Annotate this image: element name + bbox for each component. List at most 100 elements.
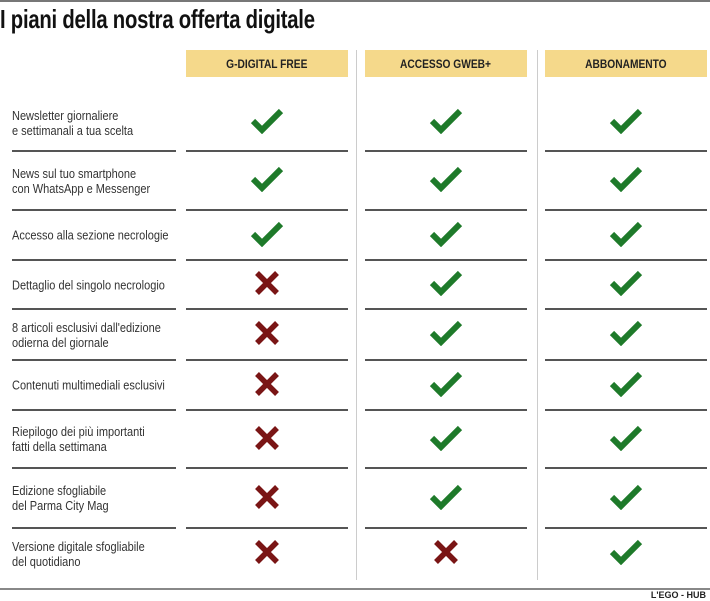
feature-cell [365, 361, 527, 411]
table-row: Edizione sfogliabile del Parma City Mag [0, 469, 710, 529]
row-label-line: Riepilogo dei più importanti [12, 425, 145, 439]
check-icon [609, 320, 643, 351]
row-divider [545, 409, 707, 411]
feature-cell [545, 529, 707, 580]
bottom-rule [0, 588, 710, 590]
row-divider [12, 527, 176, 529]
column-header-g-digital-free: G-DIGITAL FREE [186, 50, 348, 77]
check-icon [429, 166, 463, 197]
row-divider [12, 359, 176, 361]
row-divider [365, 467, 527, 469]
row-divider [186, 359, 348, 361]
column-header-abbonamento: ABBONAMENTO [545, 50, 707, 77]
row-label-line: e settimanali a tua scelta [12, 123, 134, 138]
cross-icon [254, 539, 280, 570]
check-icon [609, 108, 643, 139]
cross-icon [254, 425, 280, 456]
table-row: Dettaglio del singolo necrologio [0, 261, 710, 310]
row-divider [12, 409, 176, 411]
row-label-line: Dettaglio del singolo necrologio [12, 278, 165, 292]
row-label-line: 8 articoli esclusivi dall'edizione [12, 320, 161, 335]
cross-icon [254, 484, 280, 515]
row-divider [186, 259, 348, 261]
check-icon [429, 221, 463, 252]
column-divider [537, 50, 538, 580]
row-label-line: Edizione sfogliabile [12, 484, 107, 498]
feature-cell [186, 411, 348, 469]
feature-cell [186, 152, 348, 211]
table-row: Accesso alla sezione necrologie [0, 211, 710, 261]
row-label: News sul tuo smartphone con WhatsApp e Me… [12, 167, 150, 197]
feature-cell [365, 411, 527, 469]
page-title: I piani della nostra offerta digitale [0, 4, 315, 34]
feature-cell [545, 95, 707, 152]
row-label-line: del Parma City Mag [12, 499, 109, 513]
feature-cell [186, 211, 348, 261]
row-divider [545, 467, 707, 469]
table-row: Newsletter giornaliere e settimanali a tu… [0, 95, 710, 152]
row-divider [186, 527, 348, 529]
check-icon [609, 166, 643, 197]
feature-cell [545, 411, 707, 469]
row-label: Riepilogo dei più importanti fatti della … [12, 425, 145, 455]
row-label-line: con WhatsApp e Messenger [12, 181, 151, 196]
check-icon [609, 425, 643, 456]
row-divider [12, 150, 176, 152]
table-row: Versione digitale sfogliabile del quotidi… [0, 529, 710, 580]
row-label-line: Accesso alla sezione necrologie [12, 228, 169, 243]
check-icon [429, 270, 463, 301]
row-label: Newsletter giornaliere e settimanali a tu… [12, 109, 133, 139]
feature-cell [186, 469, 348, 529]
table-row: 8 articoli esclusivi dall'edizione odiern… [0, 310, 710, 361]
check-icon [609, 484, 643, 515]
check-icon [429, 425, 463, 456]
check-icon [250, 221, 284, 252]
feature-cell [365, 152, 527, 211]
row-label-line: del quotidiano [12, 554, 81, 569]
feature-cell [365, 95, 527, 152]
column-divider [356, 50, 357, 580]
feature-cell [545, 261, 707, 310]
row-divider [365, 359, 527, 361]
row-divider [12, 308, 176, 310]
feature-cell [186, 361, 348, 411]
row-divider [186, 150, 348, 152]
row-divider [186, 409, 348, 411]
row-label-line: fatti della settimana [12, 440, 107, 454]
feature-cell [365, 529, 527, 580]
check-icon [250, 166, 284, 197]
row-divider [12, 259, 176, 261]
row-label-line: Contenuti multimediali esclusivi [12, 378, 165, 393]
row-divider [545, 527, 707, 529]
table-row: Contenuti multimediali esclusivi [0, 361, 710, 411]
table-row: News sul tuo smartphone con WhatsApp e Me… [0, 152, 710, 211]
row-divider [12, 209, 176, 211]
row-label: Versione digitale sfogliabile del quotidi… [12, 540, 145, 570]
row-divider [545, 209, 707, 211]
cross-icon [254, 371, 280, 402]
row-divider [365, 150, 527, 152]
row-label: Edizione sfogliabile del Parma City Mag [12, 484, 109, 514]
row-divider [545, 359, 707, 361]
table-row: Riepilogo dei più importanti fatti della … [0, 411, 710, 469]
feature-cell [186, 529, 348, 580]
row-divider [186, 467, 348, 469]
row-divider [365, 259, 527, 261]
check-icon [429, 371, 463, 402]
row-label-line: odierna del giornale [12, 335, 109, 350]
row-divider [365, 409, 527, 411]
check-icon [429, 108, 463, 139]
row-divider [186, 308, 348, 310]
row-divider [545, 308, 707, 310]
row-divider [365, 308, 527, 310]
feature-cell [545, 310, 707, 361]
check-icon [609, 371, 643, 402]
row-label-line: News sul tuo smartphone [12, 166, 137, 181]
row-divider [365, 527, 527, 529]
column-header-accesso-gweb: ACCESSO GWEB+ [365, 50, 527, 77]
feature-cell [186, 310, 348, 361]
row-label-line: Versione digitale sfogliabile [12, 539, 145, 554]
row-label: Contenuti multimediali esclusivi [12, 379, 165, 394]
top-rule [0, 0, 710, 2]
feature-cell [365, 469, 527, 529]
